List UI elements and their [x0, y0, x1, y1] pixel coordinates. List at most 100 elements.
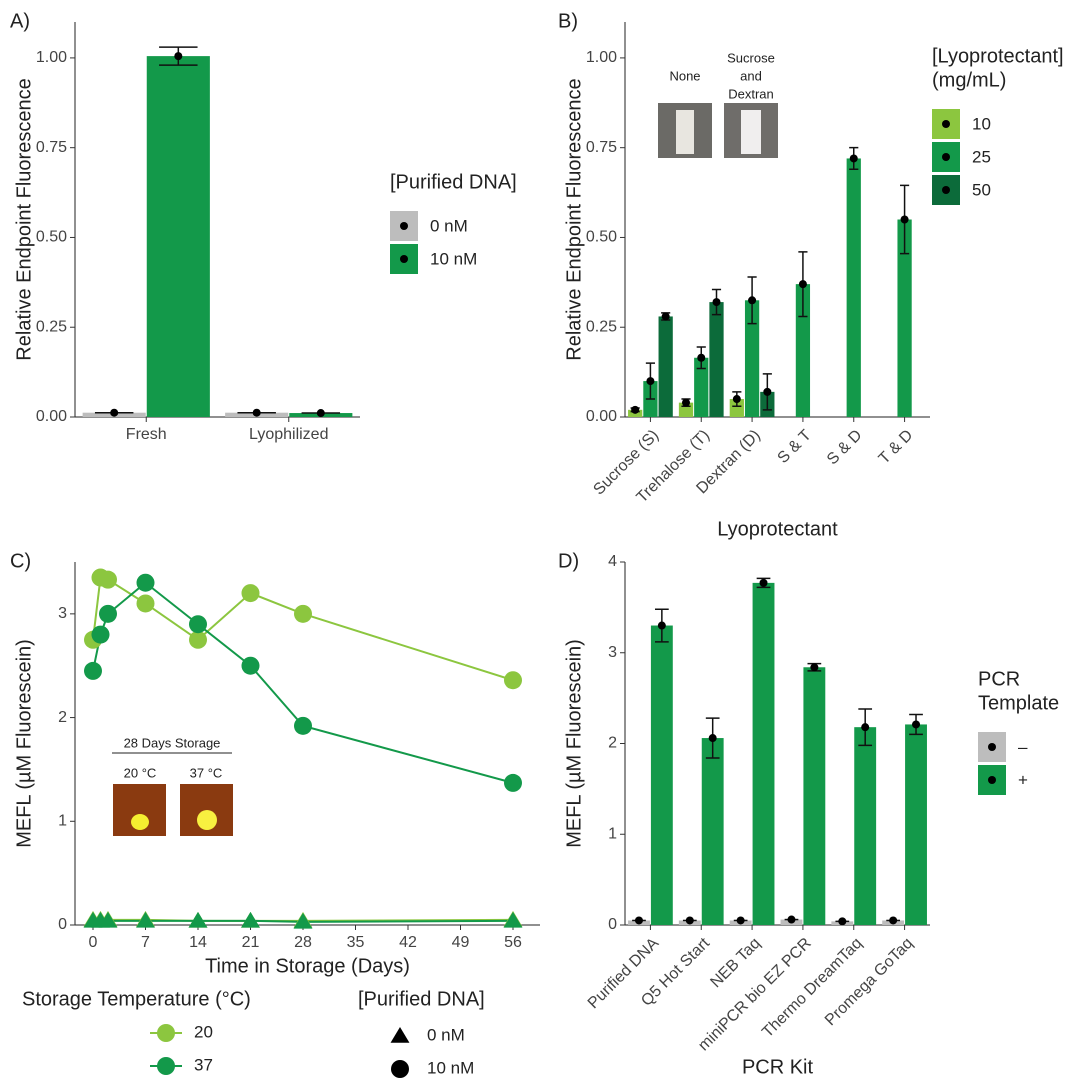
legend-title: Storage Temperature (°C)	[22, 988, 251, 1010]
y-tick-label: 4	[608, 553, 617, 570]
y-tick-label: 1.00	[36, 49, 67, 66]
legend-dot	[988, 743, 996, 751]
y-tick-label: 0.00	[36, 408, 67, 425]
y-tick-label: 0.00	[586, 408, 617, 425]
y-tick-label: 1	[58, 813, 67, 830]
inset-glow	[197, 810, 217, 830]
y-axis-title: Relative Endpoint Fluorescence	[563, 78, 585, 360]
mean-dot	[174, 52, 182, 60]
panel-label: B)	[558, 10, 578, 32]
annotation: Dextran	[728, 86, 774, 101]
x-tick-label: S & D	[824, 427, 866, 469]
x-tick-label: 21	[242, 934, 260, 951]
bar	[854, 727, 876, 925]
mean-dot	[838, 917, 846, 925]
y-tick-label: 2	[608, 735, 617, 752]
legend-label: 10 nM	[427, 1058, 474, 1077]
marker-circle	[504, 671, 522, 689]
mean-dot	[658, 622, 666, 630]
y-tick-label: 0.50	[586, 229, 617, 246]
x-tick-label: 49	[452, 934, 470, 951]
x-tick-label: Lyophilized	[249, 426, 328, 443]
legend-key	[157, 1057, 175, 1075]
y-tick-label: 0.75	[36, 139, 67, 156]
y-tick-label: 3	[608, 644, 617, 661]
mean-dot	[317, 409, 325, 417]
mean-dot	[631, 406, 639, 414]
marker-triangle	[241, 912, 260, 928]
mean-dot	[912, 720, 920, 728]
mean-dot	[763, 388, 771, 396]
legend-title: [Lyoprotectant]	[932, 45, 1064, 67]
mean-dot	[760, 579, 768, 587]
legend-label: 0 nM	[427, 1025, 465, 1044]
mean-dot	[799, 280, 807, 288]
x-tick-label: S & T	[775, 427, 815, 467]
figure: None Sucrose and Dextran 28 Days Storage…	[0, 0, 1079, 1080]
legend-key	[157, 1024, 175, 1042]
x-axis-title: Lyoprotectant	[717, 518, 838, 540]
mean-dot	[662, 312, 670, 320]
mean-dot	[697, 354, 705, 362]
mean-dot	[737, 916, 745, 924]
x-tick-label: 7	[141, 934, 150, 951]
x-tick-label: Thermo DreamTaq	[759, 935, 865, 1041]
mean-dot	[682, 399, 690, 407]
marker-circle	[189, 615, 207, 633]
legend-dot	[400, 222, 408, 230]
x-axis-title: Time in Storage (Days)	[205, 955, 410, 977]
legend-label: +	[1018, 770, 1028, 789]
legend-title: (mg/mL)	[932, 69, 1006, 91]
y-axis-title: MEFL (µM Fluorescein)	[563, 639, 585, 848]
legend-dot	[988, 776, 996, 784]
mean-dot	[787, 916, 795, 924]
mean-dot	[733, 395, 741, 403]
mean-dot	[646, 377, 654, 385]
panel-label: A)	[10, 10, 30, 32]
legend-label: 37	[194, 1055, 213, 1074]
legend-label: 10 nM	[430, 249, 477, 268]
bar	[709, 302, 723, 417]
series-line	[93, 578, 513, 681]
mean-dot	[901, 216, 909, 224]
marker-triangle	[391, 1027, 410, 1043]
x-tick-label: 56	[504, 934, 522, 951]
mean-dot	[635, 916, 643, 924]
y-tick-label: 0.25	[36, 318, 67, 335]
y-tick-label: 1	[608, 825, 617, 842]
marker-circle	[294, 605, 312, 623]
x-tick-label: 28	[294, 934, 312, 951]
x-tick-label: 0	[89, 934, 98, 951]
marker-circle	[294, 717, 312, 735]
annotation: 28 Days Storage	[124, 735, 221, 750]
mean-dot	[253, 409, 261, 417]
x-axis-title: PCR Kit	[742, 1056, 814, 1078]
x-tick-label: 14	[189, 934, 207, 951]
legend-label: –	[1018, 737, 1028, 756]
annotation: 20 °C	[124, 765, 157, 780]
annotation: Sucrose	[727, 50, 775, 65]
y-axis-title: MEFL (µM Fluorescein)	[13, 639, 35, 848]
legend-label: 10	[972, 114, 991, 133]
y-tick-label: 1.00	[586, 49, 617, 66]
x-tick-label: Fresh	[126, 426, 167, 443]
mean-dot	[850, 154, 858, 162]
mean-dot	[748, 296, 756, 304]
marker-circle	[137, 594, 155, 612]
mean-dot	[889, 916, 897, 924]
marker-circle	[242, 657, 260, 675]
legend-dot	[942, 120, 950, 128]
y-tick-label: 3	[58, 605, 67, 622]
x-tick-label: Promega GoTaq	[822, 935, 916, 1029]
mean-dot	[110, 409, 118, 417]
marker-circle	[391, 1060, 409, 1078]
legend-label: 0 nM	[430, 216, 468, 235]
legend-label: 20	[194, 1022, 213, 1041]
inset-glow	[131, 814, 149, 830]
y-tick-label: 0	[608, 916, 617, 933]
x-tick-label: 35	[347, 934, 365, 951]
marker-circle	[242, 584, 260, 602]
legend-label: 25	[972, 147, 991, 166]
y-tick-label: 0	[58, 916, 67, 933]
marker-circle	[189, 631, 207, 649]
